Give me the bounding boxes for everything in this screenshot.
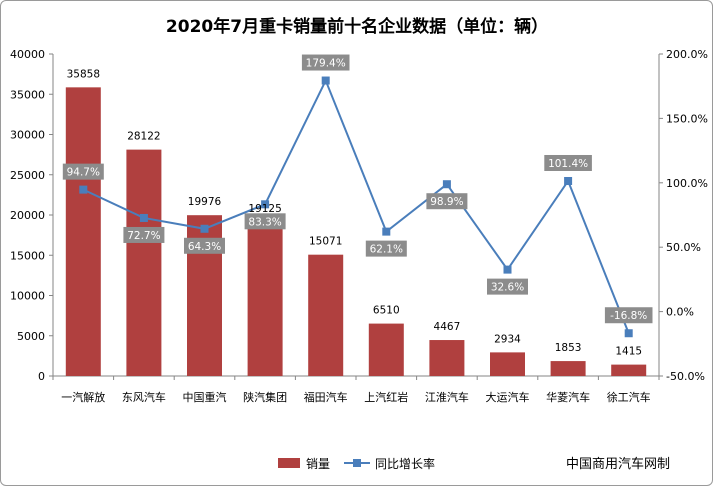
growth-marker: [139, 213, 148, 222]
y-right-tick-label: 0.0%: [666, 306, 694, 319]
y-left-tick-label: 0: [38, 370, 45, 383]
y-left-tick-label: 10000: [10, 290, 45, 303]
growth-marker: [261, 200, 270, 209]
axes: 0 5000 10000 15000 20000 25000 30000 35000 40000…: [10, 48, 708, 404]
source-credit: 中国商用汽车网制: [566, 456, 670, 472]
growth-marker: [79, 185, 88, 194]
growth-value-label: 101.4%: [548, 158, 588, 170]
growth-value-label: 94.7%: [67, 167, 100, 179]
x-category-label: 徐工汽车: [607, 390, 651, 404]
growth-label-box: [184, 237, 225, 254]
bar-value-label: 1853: [555, 342, 582, 354]
bar: [247, 222, 283, 376]
x-category-label: 中国重汽: [183, 390, 227, 404]
growth-value-label: 179.4%: [306, 58, 346, 70]
growth-value-label: 64.3%: [188, 241, 221, 253]
legend-swatch-marker: [353, 459, 361, 467]
growth-marker: [442, 180, 451, 189]
bar-value-label: 2934: [494, 333, 521, 345]
chart-title: 2020年7月重卡销量前十名企业数据（单位：辆）: [166, 16, 548, 37]
bar: [308, 254, 344, 376]
bar-value-label: 19125: [248, 203, 281, 215]
y-left-tick-label: 20000: [10, 209, 45, 222]
x-category-label: 东风汽车: [122, 390, 166, 404]
legend-label-bar: 销量: [306, 457, 330, 471]
bar: [368, 323, 404, 376]
growth-label-box: [62, 163, 104, 180]
y-left-tick-label: 40000: [10, 48, 45, 61]
growth-line-path: [82, 78, 630, 334]
y-left-tick-label: 5000: [17, 330, 45, 343]
growth-marker: [200, 224, 209, 233]
bar: [490, 352, 525, 376]
bar-value-label: 28122: [127, 131, 160, 143]
growth-value-label: 98.9%: [430, 196, 463, 208]
y-left-tick-label: 35000: [10, 88, 45, 101]
bar-value-label: 15071: [309, 236, 342, 248]
x-category-label: 江淮汽车: [425, 390, 469, 404]
legend-swatch-bar: [278, 458, 300, 468]
growth-label-box: [544, 154, 592, 171]
bar-value-label: 19976: [188, 196, 222, 208]
growth-value-label: 83.3%: [248, 216, 281, 228]
growth-value-label: 32.6%: [491, 282, 524, 294]
bars: [65, 87, 647, 376]
y-left-tick-label: 25000: [10, 169, 45, 182]
legend: 销量 同比增长率: [278, 456, 435, 471]
growth-label-box: [123, 226, 165, 243]
bar-value-label: 35858: [67, 68, 100, 80]
x-category-label: 上汽红岩: [364, 390, 408, 404]
legend-label-line: 同比增长率: [375, 456, 435, 471]
y-left-tick-label: 15000: [10, 249, 45, 262]
growth-value-label: 62.1%: [370, 244, 403, 256]
x-category-label: 陕汽集团: [243, 390, 287, 404]
bar-value-label: 1415: [615, 346, 642, 358]
growth-label-box: [604, 307, 653, 324]
growth-label-box: [426, 193, 468, 210]
data-labels: 35858 28122 19976 19125 15071 6510 4467 2934 185…: [62, 54, 653, 358]
y-right-tick-label: -50.0%: [666, 370, 705, 383]
bar: [65, 87, 101, 376]
x-category-label: 一汽解放: [61, 390, 105, 404]
bar-value-label: 6510: [373, 305, 400, 317]
x-category-label: 华菱汽车: [546, 390, 590, 404]
bar: [611, 364, 647, 376]
x-category-label: 福田汽车: [304, 390, 348, 404]
growth-value-label: -16.8%: [610, 310, 647, 322]
growth-label-box: [301, 54, 350, 71]
growth-marker: [382, 227, 391, 236]
bar: [429, 340, 465, 376]
y-left-tick-label: 30000: [10, 129, 45, 142]
growth-label-box: [365, 240, 407, 257]
bar: [126, 149, 162, 376]
y-right-tick-label: 200.0%: [666, 48, 708, 61]
growth-marker: [564, 176, 573, 185]
growth-marker: [503, 265, 512, 274]
bar: [550, 361, 586, 376]
growth-value-label: 72.7%: [127, 230, 160, 242]
y-right-tick-label: 100.0%: [666, 177, 708, 190]
x-category-label: 大运汽车: [486, 390, 530, 404]
growth-line: [79, 76, 633, 338]
y-right-tick-label: 150.0%: [666, 112, 708, 125]
growth-marker: [321, 76, 330, 85]
growth-label-box: [244, 213, 286, 230]
y-right-tick-label: 50.0%: [666, 241, 701, 254]
growth-label-box: [487, 278, 528, 295]
growth-marker: [624, 329, 633, 338]
bar-value-label: 4467: [434, 321, 461, 333]
